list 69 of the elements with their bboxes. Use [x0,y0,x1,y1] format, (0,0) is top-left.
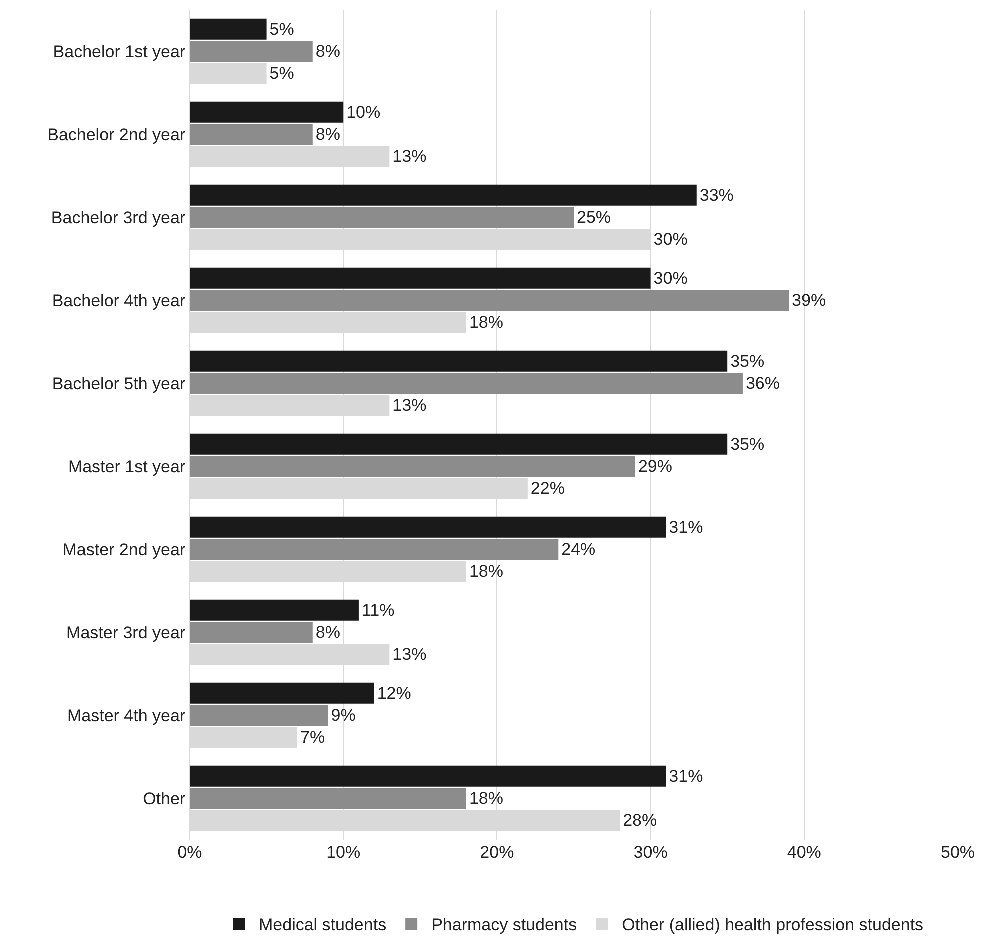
data-label: 5% [270,20,294,39]
y-tick-label: Master 1st year [68,457,186,476]
data-label: 13% [392,396,427,416]
bar [190,372,743,394]
bar [190,124,313,146]
data-label: 35% [730,352,765,371]
y-tick-label: Bachelor 5th year [52,374,186,394]
x-tick-label: 50% [940,843,976,862]
data-label: 24% [562,540,596,559]
bar [190,682,374,704]
data-label: 7% [300,728,326,748]
x-tick-label: 10% [326,843,361,862]
data-label: 9% [331,706,356,725]
data-label: 31% [669,518,704,537]
bar [190,184,697,206]
bar [190,622,313,644]
y-tick-label: Other [143,789,186,808]
y-tick-label: Master 2nd year [62,540,186,560]
bar [190,40,313,62]
data-label: 18% [469,562,504,582]
bar [190,350,728,372]
data-label: 35% [730,434,765,454]
x-tick-label: 30% [634,843,668,862]
legend-label: Pharmacy students [432,916,578,935]
data-label: 12% [377,684,412,703]
data-label: 28% [623,811,658,830]
data-label: 25% [577,208,612,227]
bar [190,18,267,40]
bar [190,290,790,312]
data-label: 31% [669,766,704,786]
bar [190,102,344,123]
data-label: 33% [700,186,734,205]
data-label: 29% [638,457,672,476]
bar [190,704,328,726]
x-tick-label: 0% [178,843,202,862]
bar [190,766,666,787]
legend-label: Medical students [259,916,387,935]
bar [190,600,359,621]
y-tick-label: Bachelor 2nd year [48,125,186,144]
bar [190,456,636,478]
x-tick-label: 20% [480,843,514,862]
data-label: 30% [654,230,688,250]
data-label: 18% [469,313,504,332]
data-label: 8% [316,623,340,642]
data-label: 13% [392,645,427,664]
data-label: 8% [316,125,340,144]
bar [190,538,559,560]
data-label: 18% [469,789,504,808]
bar [190,434,728,455]
y-tick-label: Bachelor 3rd year [51,208,186,228]
data-label: 39% [792,291,826,310]
y-tick-label: Bachelor 1st year [53,42,186,62]
data-label: 8% [316,42,340,61]
bar [190,268,651,289]
data-label: 5% [270,64,294,84]
x-tick-label: 40% [787,843,822,862]
bar [190,788,466,810]
data-label: 36% [746,374,780,393]
y-tick-label: Bachelor 4th year [52,291,186,310]
data-label: 22% [530,479,565,498]
data-label: 11% [362,600,395,620]
legend-label: Other (allied) health profession students [622,916,924,935]
data-label: 10% [346,102,381,122]
data-label: 30% [654,268,688,288]
y-tick-label: Master 3rd year [66,623,186,642]
data-label: 13% [392,147,427,166]
y-tick-label: Master 4th year [67,706,186,726]
bar [190,206,574,228]
bar [190,516,666,538]
